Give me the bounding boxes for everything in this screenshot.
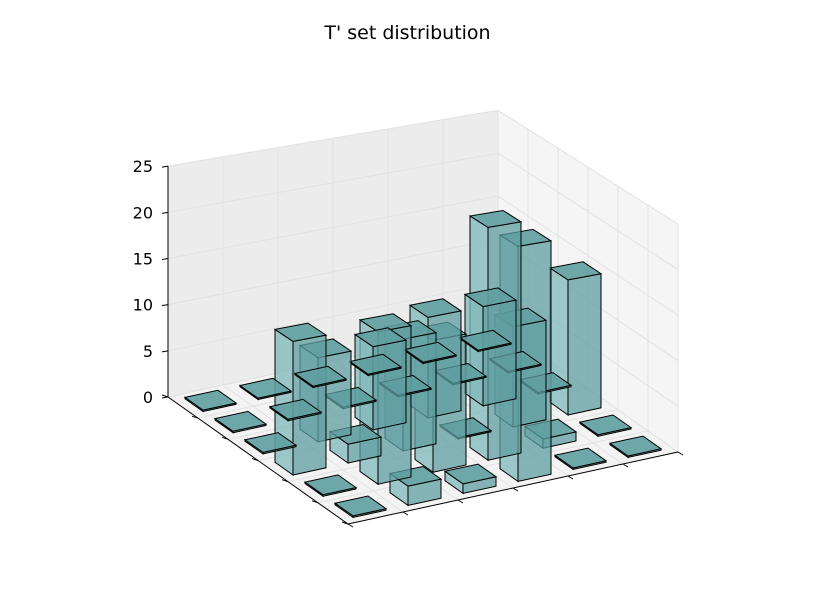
y-tick (251, 458, 259, 461)
bar (183, 389, 238, 413)
bar-face (482, 299, 517, 407)
bar-top (243, 432, 298, 453)
bar-top (213, 410, 268, 432)
bar (293, 365, 348, 389)
bar-top (463, 287, 518, 308)
y-tick (341, 521, 349, 525)
bar-top (268, 398, 323, 420)
bar (333, 495, 388, 519)
x-tick (347, 523, 354, 528)
y-tick (311, 500, 319, 504)
bar-face (354, 333, 374, 431)
bar-top (608, 435, 663, 457)
bar-top (333, 495, 388, 517)
bar-top (293, 365, 348, 387)
grid-line (167, 195, 499, 259)
y-tick (281, 479, 289, 483)
bar (353, 327, 408, 431)
bars-group (183, 209, 663, 519)
bar (608, 435, 663, 459)
bar-top (358, 313, 413, 333)
bar (548, 261, 603, 416)
axis-lines (161, 165, 684, 528)
bar-top (183, 389, 238, 411)
bar (403, 341, 458, 365)
bar-top (458, 329, 513, 351)
x-tick (677, 451, 684, 456)
z-tick (161, 165, 169, 168)
chart-title: T' set distribution (324, 22, 491, 44)
bar (273, 322, 328, 476)
bar (243, 432, 298, 455)
bar (458, 329, 513, 353)
z-tick-label: 25 (133, 157, 153, 176)
z-tick (161, 304, 169, 307)
x-tick (512, 487, 519, 492)
bar (553, 447, 608, 471)
grid-line (497, 109, 679, 225)
z-tick (161, 396, 169, 399)
bar-top (403, 341, 458, 363)
bar (238, 377, 293, 401)
bar-top (353, 327, 408, 348)
x-tick (622, 463, 629, 468)
z-tick (161, 350, 169, 353)
bar-top (303, 474, 358, 496)
bar-top (578, 414, 633, 436)
z-tick-label: 20 (133, 203, 153, 222)
tick-labels: 0 5 10 15 20 25 (133, 157, 153, 407)
bar (578, 414, 633, 438)
grid-line (497, 152, 679, 271)
grid-line (167, 152, 499, 213)
bar-top (468, 209, 523, 228)
z-tick (161, 211, 169, 214)
z-tick (161, 258, 169, 260)
x-tick (457, 499, 464, 504)
bar (303, 474, 358, 498)
z-tick-label: 0 (143, 388, 153, 407)
bar-top (553, 447, 608, 469)
bar-face (567, 273, 602, 416)
grid-line (167, 109, 499, 167)
bar (328, 423, 383, 464)
y-tick (221, 436, 229, 440)
bar-top (273, 322, 328, 342)
x-tick (402, 511, 409, 516)
z-tick-label: 5 (143, 342, 153, 361)
z-tick-label: 10 (133, 296, 153, 315)
bar-top (408, 298, 463, 318)
bar (213, 410, 268, 434)
bar-top (348, 353, 403, 375)
bar (443, 463, 498, 495)
grid-line (167, 238, 499, 306)
bar-top (443, 463, 498, 485)
bar (268, 398, 323, 422)
y-tick (191, 415, 199, 419)
grid-line (167, 281, 499, 352)
bar-face (549, 267, 569, 416)
bar-top (548, 261, 603, 281)
z-tick-label: 15 (133, 250, 153, 269)
bar-face (372, 339, 407, 431)
x-tick (567, 475, 574, 480)
grid-line (497, 195, 679, 316)
bar-top (238, 377, 293, 399)
